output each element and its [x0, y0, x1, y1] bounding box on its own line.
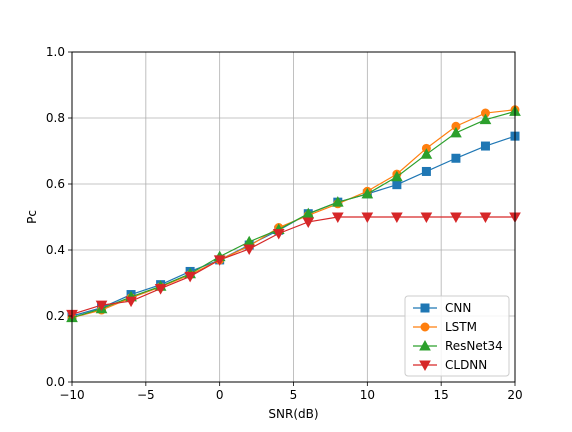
data-point-cldnn	[95, 300, 108, 312]
x-tick-label: −5	[137, 388, 155, 402]
legend-label: ResNet34	[445, 339, 503, 353]
data-point-resnet34	[450, 126, 462, 138]
legend-label: LSTM	[445, 320, 477, 334]
data-point-cldnn	[361, 212, 374, 224]
x-axis-label: SNR(dB)	[268, 407, 318, 421]
data-point-cnn	[392, 180, 402, 190]
legend-item-cnn: CNN	[413, 301, 471, 315]
y-tick-label: 0.2	[46, 309, 65, 323]
legend-marker	[419, 339, 431, 351]
legend-item-resnet34: ResNet34	[413, 339, 503, 353]
data-point-cnn	[451, 153, 461, 163]
legend: CNN LSTM ResNet34 CLDNN	[404, 295, 510, 377]
data-point-cldnn	[125, 296, 137, 308]
data-point-cldnn	[213, 255, 226, 266]
data-point-cnn	[480, 141, 490, 151]
y-axis-label: Pc	[25, 210, 39, 224]
x-tick-label: 20	[507, 388, 522, 402]
legend-marker	[419, 360, 431, 372]
x-tick-label: 5	[290, 388, 298, 402]
y-tick-label: 0.6	[46, 177, 65, 191]
legend-item-lstm: LSTM	[413, 320, 477, 334]
legend-marker	[420, 322, 430, 332]
data-point-cldnn	[272, 229, 285, 240]
y-tick-label: 0.8	[46, 111, 65, 125]
data-point-cnn	[421, 166, 431, 176]
data-point-cldnn	[420, 212, 433, 224]
x-tick-label: 0	[216, 388, 224, 402]
series-cldnn	[66, 212, 521, 321]
x-tick-label: 15	[434, 388, 449, 402]
data-point-resnet34	[391, 170, 403, 182]
series-group	[66, 105, 521, 323]
data-point-cldnn	[391, 212, 403, 224]
data-point-resnet34	[361, 187, 374, 199]
data-point-resnet34	[479, 113, 492, 125]
x-tick-label: 10	[360, 388, 375, 402]
legend-box	[404, 295, 510, 377]
data-point-cldnn	[479, 212, 492, 224]
series-line-resnet34	[71, 110, 516, 319]
legend-label: CLDNN	[445, 358, 487, 372]
axis-ticks: −10 −5 0 5 10 15 20 0.0 0.2 0.4 0.6 0.8 1.0	[46, 45, 523, 402]
data-point-resnet34	[420, 148, 433, 159]
y-tick-label: 0.4	[46, 243, 65, 257]
data-point-cldnn	[154, 284, 167, 295]
legend-item-cldnn: CLDNN	[413, 358, 487, 372]
data-point-cldnn	[243, 244, 256, 256]
y-tick-label: 1.0	[46, 45, 65, 59]
data-point-resnet34	[331, 196, 344, 207]
data-point-cldnn	[331, 212, 344, 224]
data-point-cldnn	[450, 212, 462, 224]
data-point-cldnn	[302, 217, 315, 228]
series-line-cldnn	[71, 216, 515, 315]
y-tick-label: 0.0	[46, 375, 65, 389]
data-point-cldnn	[184, 271, 196, 283]
x-tick-label: −10	[59, 388, 84, 402]
legend-label: CNN	[445, 301, 471, 315]
legend-marker	[420, 303, 430, 313]
series-resnet34	[66, 105, 521, 323]
